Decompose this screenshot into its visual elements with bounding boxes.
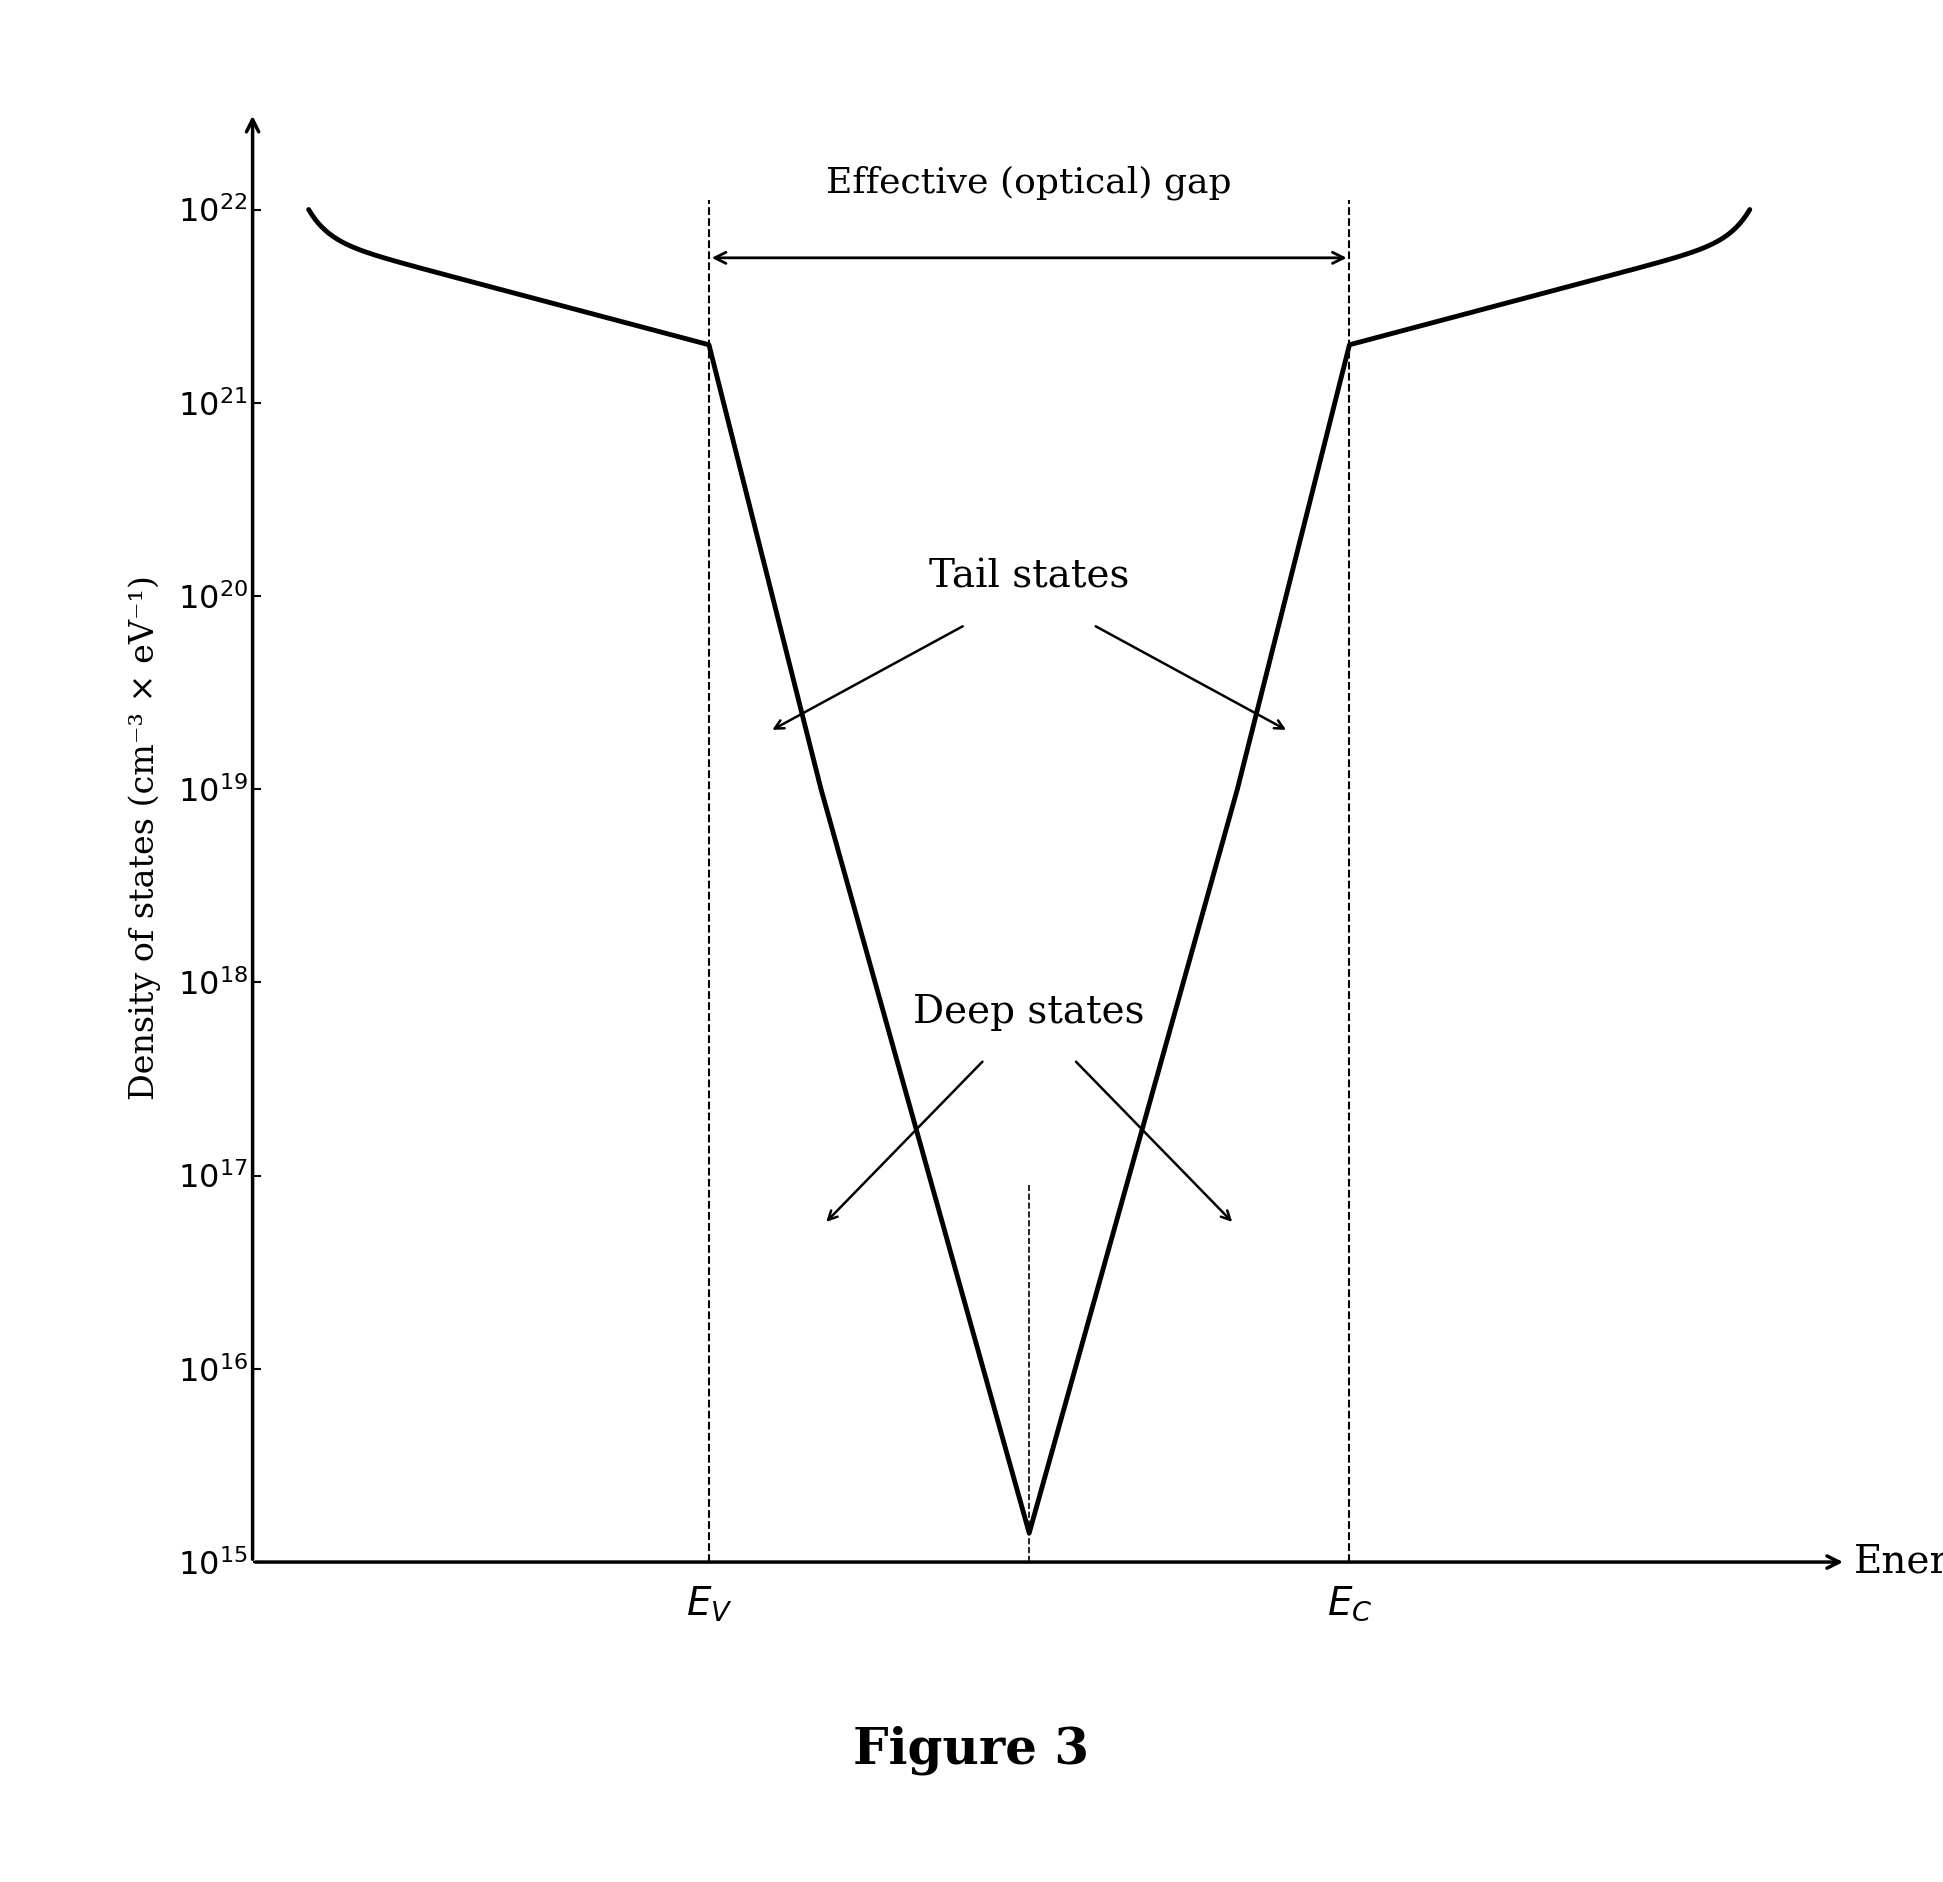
Text: Effective (optical) gap: Effective (optical) gap — [826, 166, 1232, 199]
Y-axis label: Density of states (cm⁻³ × eV⁻¹): Density of states (cm⁻³ × eV⁻¹) — [128, 576, 161, 1099]
Text: Figure 3: Figure 3 — [853, 1726, 1090, 1775]
Text: Energy: Energy — [1854, 1543, 1943, 1581]
Text: Deep states: Deep states — [913, 994, 1144, 1031]
Text: Tail states: Tail states — [929, 559, 1129, 597]
